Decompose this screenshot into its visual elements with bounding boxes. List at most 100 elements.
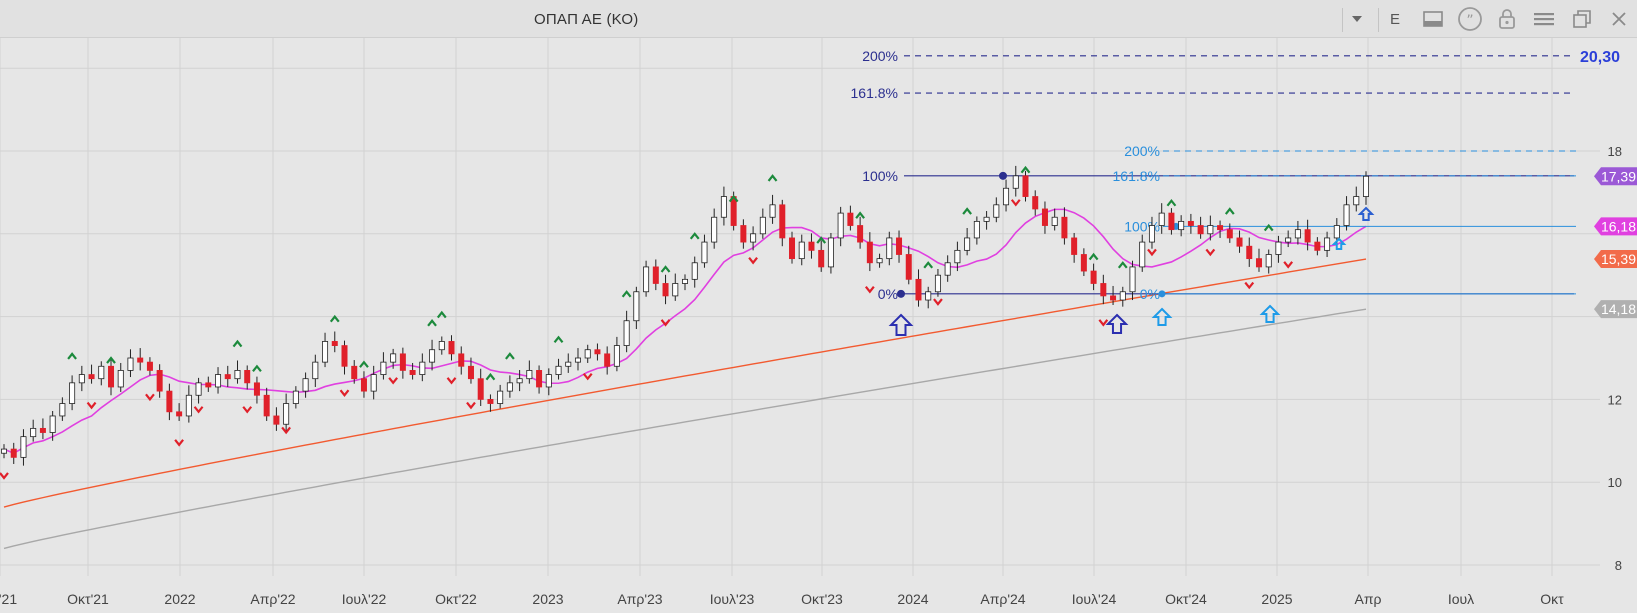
swing-high-marker [359,360,369,368]
candle-body [769,204,776,218]
price-label-text: 17,39 [1601,168,1636,184]
candle-body [49,415,56,433]
swing-markers [0,165,1294,480]
target-price-label: 20,30 [1580,49,1620,66]
price-label-tag [1594,217,1637,236]
buy-arrow-icon [1259,304,1281,323]
candle-body [759,216,766,235]
candle-body [10,448,17,458]
x-tick-label: 2023 [532,591,563,607]
candle-body [1324,237,1331,251]
candle-body [1080,254,1087,272]
signal-arrows [888,206,1375,336]
swing-low-marker [0,472,9,480]
candle-body [497,390,504,404]
candle-body [419,361,426,375]
candle-body [108,365,115,388]
price-chart[interactable]: 200%161.8%100%0%200%161.8%100%0% 8101218… [0,38,1637,613]
x-axis: '21 Οκτ'21 2022 Απρ'22 Ιουλ'22 Οκτ'22 2023 Απρ'… [0,591,1564,607]
swing-low-marker [582,372,593,381]
period-button[interactable]: E [1389,10,1400,28]
candle-body [1187,220,1194,226]
candle-body [740,225,747,243]
candle-body [253,382,260,396]
candle-body [458,353,465,367]
candle-body [78,374,85,384]
candle-body [185,394,192,417]
swing-high-marker [621,290,632,298]
fib-level-label: 200% [1124,143,1160,159]
candle-body [341,345,348,367]
candle-body [1285,237,1292,243]
candle-body [1363,175,1370,197]
candle-body [779,204,786,239]
window-title: ΟΠΑΠ ΑΕ (ΚΟ) [534,11,639,28]
candle-body [127,357,134,371]
restore-icon[interactable] [1567,6,1597,32]
candle-body [1041,208,1048,226]
lock-icon[interactable] [1492,6,1522,32]
x-tick-label: 2025 [1261,591,1292,607]
x-tick-label: 2024 [897,591,928,607]
swing-high-marker [767,174,778,182]
candle-body [1226,229,1233,239]
quote-icon[interactable]: ” [1455,6,1485,32]
candle-body [750,233,757,243]
x-tick-label: Οκτ [1540,591,1564,607]
swing-low-marker [660,319,671,327]
candle-body [176,411,183,417]
buy-arrow-icon [888,313,914,336]
candle-body [1343,204,1350,226]
candle-body [1168,212,1175,231]
candle-body [905,254,912,280]
candle-body [925,291,932,301]
candle-body [380,361,387,375]
candle-body [224,374,231,380]
candle-body [1197,225,1204,235]
candle-body [205,382,212,388]
swing-high-marker [329,314,340,323]
candle-body [701,241,708,264]
candle-body [399,353,406,371]
swing-low-marker [242,406,253,414]
menu-icon[interactable] [1529,6,1559,32]
x-tick-label: Απρ [1355,591,1382,607]
candle-body [506,382,513,392]
swing-high-marker [427,319,437,327]
candle-body [711,216,718,243]
candle-body [1207,225,1214,235]
swing-high-marker [67,352,77,360]
candle-body [915,278,922,301]
panel-icon[interactable] [1418,6,1448,32]
swing-high-marker [1088,252,1099,261]
candle-body [886,237,893,260]
candle-body [215,374,222,388]
candle-body [1353,196,1360,206]
candle-body [1071,237,1078,255]
moving-average-line [3,208,1367,455]
y-tick-label: 12 [1608,392,1622,407]
swing-low-marker [388,377,399,385]
candle-body [69,382,76,404]
dropdown-arrow-icon[interactable] [1342,6,1372,32]
candle-body [613,345,620,367]
swing-high-marker [436,310,447,319]
candle-body [312,361,319,380]
swing-high-marker [485,372,496,381]
candle-body [331,341,338,346]
candle-body [866,241,873,264]
candle-body [322,341,329,363]
candle-body [682,278,689,284]
candle-body [555,365,562,375]
candle-body [1119,291,1126,301]
x-tick-label: 2022 [164,591,195,607]
swing-low-marker [281,426,291,435]
swing-high-marker [1117,261,1128,269]
x-tick-label: Οκτ'23 [801,591,843,607]
candle-body [1158,212,1165,226]
candle-body [156,370,163,392]
swing-low-marker [174,439,184,447]
close-icon[interactable] [1604,6,1634,32]
x-tick-label: '21 [0,591,17,607]
candle-body [390,353,397,363]
